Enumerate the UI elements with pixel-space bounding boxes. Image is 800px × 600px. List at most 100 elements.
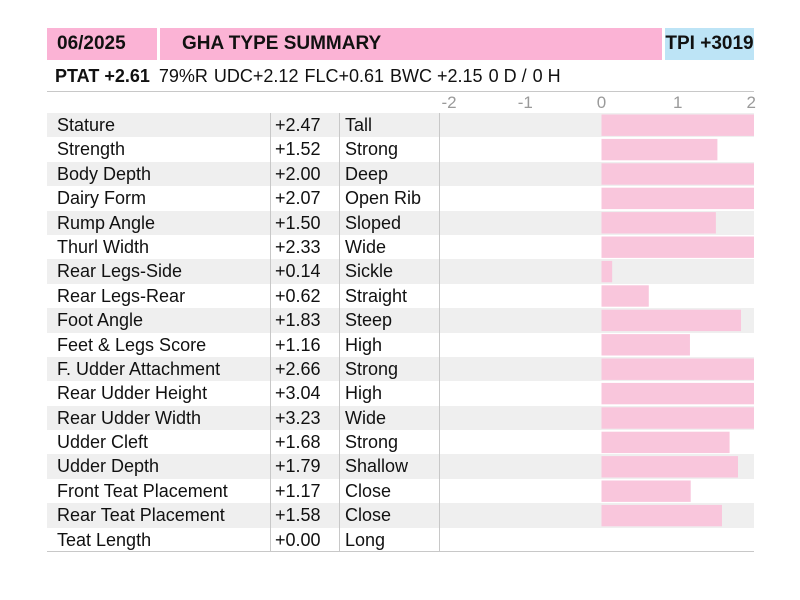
trait-bar: [601, 407, 754, 429]
axis-tick-label: -2: [441, 93, 456, 112]
trait-descriptor: Steep: [345, 310, 393, 331]
trait-name: Udder Depth: [57, 456, 160, 477]
header: 06/2025 GHA TYPE SUMMARY TPI +3019: [47, 28, 754, 60]
trait-bar: [601, 236, 754, 258]
trait-descriptor: Straight: [345, 285, 408, 306]
trait-descriptor: Deep: [345, 163, 389, 184]
trait-value: +2.33: [275, 236, 321, 257]
axis-tick-label: 1: [673, 93, 682, 112]
axis-tick-label: 0: [597, 93, 606, 112]
trait-bar: [601, 431, 730, 454]
trait-value: +2.66: [275, 358, 321, 379]
axis-tick-label: -1: [518, 93, 533, 112]
trait-descriptor: Strong: [345, 139, 399, 160]
table-row: Dairy Form +2.07 Open Rib: [47, 186, 754, 210]
trait-name: Stature: [57, 115, 116, 135]
trait-name: Front Teat Placement: [57, 480, 228, 501]
trait-bar: [601, 138, 718, 161]
table-row: Front Teat Placement +1.17 Close: [47, 479, 754, 503]
table-row: Udder Cleft +1.68 Strong: [47, 430, 754, 454]
trait-name: Rear Teat Placement: [57, 505, 225, 526]
table-row: Teat Length +0.00 Long: [47, 528, 754, 552]
trait-descriptor: Tall: [345, 115, 373, 135]
trait-name: Rear Legs-Rear: [57, 285, 186, 306]
table-row: Rear Udder Height +3.04 High: [47, 381, 754, 405]
table-row: Feet & Legs Score +1.16 High: [47, 333, 754, 357]
axis-tick-label: 2: [747, 93, 756, 112]
table-row: Rear Legs-Rear +0.62 Straight: [47, 284, 754, 308]
trait-name: Thurl Width: [57, 236, 150, 257]
trait-bar: [601, 114, 754, 136]
trait-value: +1.50: [275, 212, 321, 233]
trait-value: +1.79: [275, 456, 321, 477]
trait-descriptor: High: [345, 383, 383, 404]
trait-name: F. Udder Attachment: [57, 358, 221, 379]
trait-bar: [601, 285, 649, 307]
trait-descriptor: Wide: [345, 407, 387, 428]
trait-descriptor: Long: [345, 529, 386, 550]
trait-descriptor: Open Rib: [345, 188, 422, 209]
trait-descriptor: Close: [345, 480, 392, 501]
trait-value: +0.00: [275, 529, 321, 550]
evaluation-date: 06/2025: [47, 28, 157, 60]
trait-name: Strength: [57, 139, 126, 160]
trait-value: +1.17: [275, 480, 321, 501]
flc-value: FLC+0.61: [304, 66, 385, 86]
trait-descriptor: Shallow: [345, 456, 409, 477]
table-row: Strength +1.52 Strong: [47, 137, 754, 161]
trait-descriptor: Sickle: [345, 261, 394, 282]
trait-name: Rear Udder Width: [57, 407, 202, 428]
trait-value: +1.52: [275, 139, 321, 160]
bottom-divider: [47, 551, 754, 552]
trait-value: +3.04: [275, 383, 321, 404]
trait-value: +2.47: [275, 115, 321, 135]
top-divider: [47, 91, 754, 92]
trait-name: Foot Angle: [57, 310, 144, 331]
trait-bar: [601, 456, 738, 478]
trait-value: +1.83: [275, 310, 321, 331]
daughters-count: 0 D /: [488, 66, 527, 86]
trait-name: Rear Legs-Side: [57, 261, 183, 282]
trait-value: +2.00: [275, 163, 321, 184]
trait-value: +3.23: [275, 407, 321, 428]
trait-bar: [601, 163, 754, 185]
trait-name: Rear Udder Height: [57, 383, 208, 404]
table-row: Thurl Width +2.33 Wide: [47, 235, 754, 259]
trait-name: Dairy Form: [57, 188, 146, 209]
bwc-value: BWC +2.15: [390, 66, 483, 86]
trait-value: +1.16: [275, 334, 321, 355]
trait-value: +0.62: [275, 285, 321, 306]
trait-value: +2.07: [275, 188, 321, 209]
trait-bar: [601, 334, 690, 356]
trait-bar: [601, 358, 754, 380]
trait-bar: [601, 504, 722, 527]
trait-bar: [601, 480, 691, 502]
udc-value: UDC+2.12: [213, 66, 299, 86]
trait-name: Rump Angle: [57, 212, 156, 233]
column-divider-value: [270, 113, 271, 551]
trait-name: Body Depth: [57, 163, 152, 184]
trait-bar: [601, 309, 742, 332]
trait-descriptor: High: [345, 334, 383, 355]
trait-bar: [601, 212, 716, 234]
reliability-value: 79%R: [158, 66, 208, 86]
table-row: Rear Legs-Side +0.14 Sickle: [47, 259, 754, 284]
trait-value: +1.68: [275, 432, 321, 453]
trait-value: +1.58: [275, 505, 321, 526]
trait-descriptor: Strong: [345, 358, 399, 379]
trait-name: Udder Cleft: [57, 432, 149, 453]
trait-value: +0.14: [275, 261, 321, 282]
trait-descriptor: Wide: [345, 236, 387, 257]
column-divider-descriptor: [339, 113, 340, 551]
trait-bar: [601, 382, 754, 405]
trait-descriptor: Close: [345, 505, 392, 526]
trait-name: Feet & Legs Score: [57, 334, 207, 355]
herds-count: 0 H: [532, 66, 561, 86]
trait-descriptor: Sloped: [345, 212, 402, 233]
column-divider-chart: [439, 113, 440, 551]
ptat-value: PTAT +2.61: [55, 66, 150, 86]
trait-bar: [601, 187, 754, 210]
tpi-badge: TPI +3019: [665, 28, 754, 60]
trait-bar: [601, 260, 613, 283]
